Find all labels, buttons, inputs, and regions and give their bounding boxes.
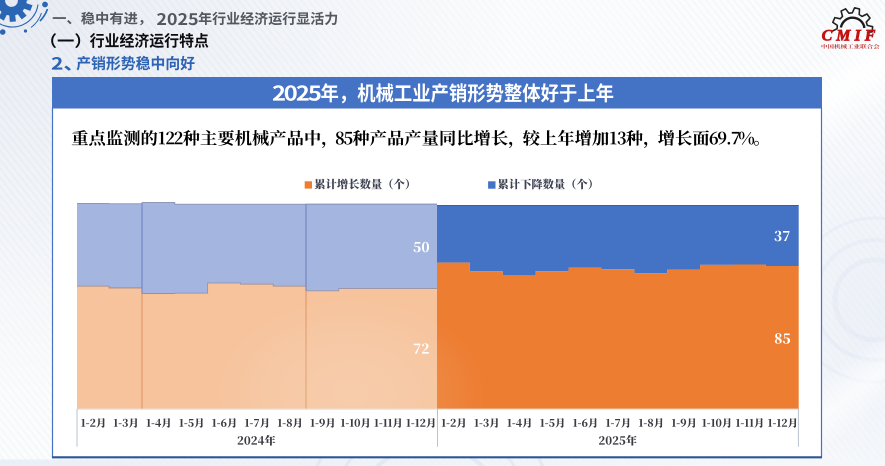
svg-text:CMIF: CMIF: [822, 28, 880, 45]
